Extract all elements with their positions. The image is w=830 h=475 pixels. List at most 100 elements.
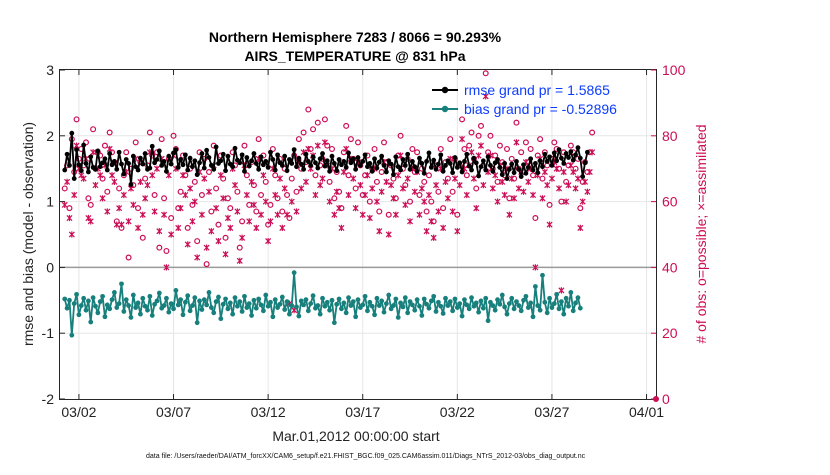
bias-point	[83, 307, 89, 313]
obs-assimilated-point	[68, 231, 75, 238]
rmse-point	[270, 157, 276, 162]
bias-point	[218, 316, 224, 322]
bias-point	[459, 313, 465, 319]
rmse-point	[81, 142, 87, 148]
obs-assimilated-point	[187, 185, 194, 192]
rmse-point	[417, 155, 422, 161]
bias-point	[171, 306, 176, 312]
rmse-point	[547, 154, 552, 160]
rmse-point	[490, 168, 496, 174]
obs-possible-point	[506, 195, 513, 202]
obs-possible-point	[87, 201, 94, 208]
bias-point	[258, 302, 264, 308]
bias-point	[71, 301, 77, 306]
bias-point	[168, 301, 174, 306]
rmse-point	[563, 151, 569, 156]
rmse-point	[251, 151, 257, 156]
obs-assimilated-point	[477, 142, 485, 149]
y-tick-label-left: 1	[46, 194, 54, 210]
x-tick-label: 04/01	[629, 404, 664, 420]
rmse-point	[204, 147, 210, 153]
obs-possible-point	[352, 185, 359, 192]
obs-assimilated-point	[99, 195, 106, 202]
obs-assimilated-point	[203, 244, 210, 251]
obs-possible-point	[579, 178, 586, 185]
bias-point	[317, 311, 323, 317]
bias-point	[123, 297, 129, 303]
rmse-point	[329, 153, 335, 159]
rmse-point	[154, 157, 160, 162]
rmse-point	[506, 166, 512, 172]
bias-point	[206, 290, 212, 295]
obs-assimilated-point	[139, 211, 146, 218]
obs-possible-point	[191, 178, 198, 185]
obs-possible-point	[113, 218, 120, 225]
obs-assimilated-point	[423, 228, 430, 235]
rmse-point	[291, 147, 297, 153]
rmse-point	[225, 153, 231, 159]
rmse-point	[582, 160, 588, 166]
obs-possible-point	[267, 201, 274, 208]
obs-possible-point	[310, 126, 317, 133]
rmse-point	[471, 155, 477, 161]
obs-possible-point	[366, 198, 373, 205]
obs-possible-point	[567, 142, 574, 149]
bias-point	[272, 297, 278, 303]
obs-assimilated-point	[71, 191, 78, 199]
y-tick-label-right: 0	[662, 391, 670, 407]
rmse-point	[504, 176, 510, 181]
legend: rmse grand pr = 1.5865 bias grand pr = -…	[432, 82, 617, 117]
bias-point	[138, 311, 143, 317]
obs-possible-point	[253, 208, 260, 215]
rmse-point	[149, 143, 155, 149]
bias-point	[445, 303, 451, 308]
bias-point	[85, 298, 91, 304]
obs-possible-point	[286, 215, 293, 222]
obs-possible-point	[338, 205, 345, 212]
rmse-point	[528, 156, 534, 162]
obs-possible-point	[295, 136, 302, 143]
bias-point	[398, 300, 403, 306]
rmse-point	[168, 161, 174, 167]
obs-possible-point	[428, 198, 435, 205]
rmse-point	[310, 154, 316, 160]
bias-point	[504, 311, 510, 317]
right-axis-zero-marker	[653, 396, 659, 402]
rmse-point	[76, 162, 82, 168]
obs-possible-point	[336, 188, 343, 195]
obs-possible-point	[511, 175, 518, 182]
bias-point	[166, 309, 172, 315]
rmse-point	[402, 163, 408, 168]
obs-assimilated-point	[350, 175, 357, 182]
obs-possible-point	[151, 192, 158, 199]
rmse-point	[102, 156, 108, 162]
bias-point	[291, 270, 297, 276]
bias-point	[237, 299, 243, 305]
obs-possible-point	[321, 116, 328, 123]
obs-possible-point	[265, 221, 272, 228]
x-tick-label: 03/27	[534, 404, 569, 420]
bias-point	[211, 310, 217, 316]
bias-point	[190, 303, 195, 308]
bias-point	[287, 311, 292, 317]
bias-point	[128, 315, 134, 320]
obs-possible-point	[324, 142, 331, 149]
y-tick-label-left: -1	[42, 325, 55, 341]
obs-possible-point	[118, 224, 125, 231]
bias-point	[353, 314, 359, 320]
obs-possible-point	[435, 188, 442, 195]
rmse-point	[514, 159, 519, 164]
rmse-point	[317, 156, 323, 162]
rmse-point	[438, 152, 444, 158]
bias-point	[289, 303, 295, 308]
x-axis-label: Mar.01,2012 00:00:00 start	[272, 428, 439, 444]
bias-point	[329, 297, 335, 303]
obs-assimilated-point	[250, 201, 257, 209]
rmse-point	[315, 165, 321, 171]
obs-possible-point	[558, 198, 565, 205]
obs-assimilated-point	[215, 237, 222, 245]
obs-possible-point	[454, 211, 461, 218]
rmse-point	[556, 147, 562, 153]
obs-assimilated-point	[61, 201, 68, 209]
